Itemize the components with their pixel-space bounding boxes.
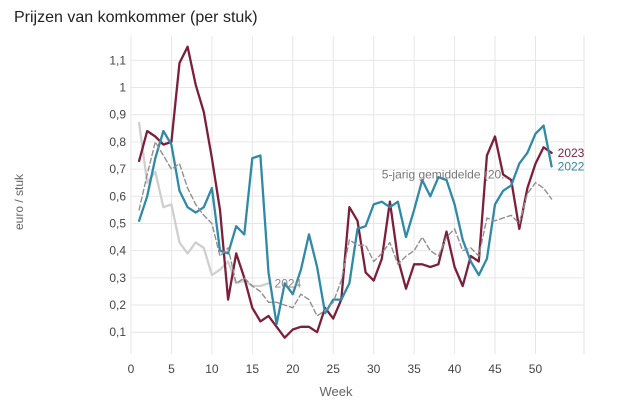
x-tick-label: 30 — [367, 362, 381, 376]
y-tick-label: 0,6 — [109, 189, 126, 203]
series-line — [137, 124, 553, 326]
series-line — [137, 121, 270, 288]
x-tick-label: 45 — [488, 362, 502, 376]
series-label: 2024 — [275, 276, 302, 290]
series-lines — [137, 45, 553, 339]
grid-lines — [130, 36, 585, 354]
x-tick-label: 35 — [407, 362, 421, 376]
y-tick-label: 1,1 — [109, 53, 126, 67]
y-tick-label: 0,8 — [109, 135, 126, 149]
x-tick-labels: 0 5 10 15 20 25 30 35 40 45 50 — [128, 362, 543, 376]
x-tick-label: 25 — [327, 362, 341, 376]
x-tick-label: 20 — [286, 362, 300, 376]
series-line — [138, 141, 553, 317]
y-tick-label: 0,2 — [109, 298, 126, 312]
x-tick-label: 0 — [128, 362, 135, 376]
x-tick-label: 15 — [246, 362, 260, 376]
x-axis-label: Week — [319, 384, 353, 399]
x-tick-label: 10 — [205, 362, 219, 376]
y-tick-label: 0,9 — [109, 108, 126, 122]
series-label: 2022 — [558, 159, 585, 173]
x-tick-label: 40 — [448, 362, 462, 376]
y-tick-label: 1 — [119, 81, 126, 95]
y-tick-labels: 0,1 0,2 0,3 0,4 0,5 0,6 0,7 0,8 0,9 1 1,1 — [109, 53, 126, 339]
y-tick-label: 0,5 — [109, 216, 126, 230]
chart-title: Prijzen van komkommer (per stuk) — [14, 9, 258, 26]
y-tick-label: 0,7 — [109, 162, 126, 176]
series-label: 5-jarig gemiddelde (20... — [382, 168, 511, 182]
y-tick-label: 0,4 — [109, 244, 126, 258]
y-tick-label: 0,3 — [109, 271, 126, 285]
x-tick-label: 5 — [168, 362, 175, 376]
series-line — [137, 45, 553, 339]
y-tick-label: 0,1 — [109, 325, 126, 339]
x-tick-label: 50 — [529, 362, 543, 376]
series-label: 2023 — [558, 146, 585, 160]
